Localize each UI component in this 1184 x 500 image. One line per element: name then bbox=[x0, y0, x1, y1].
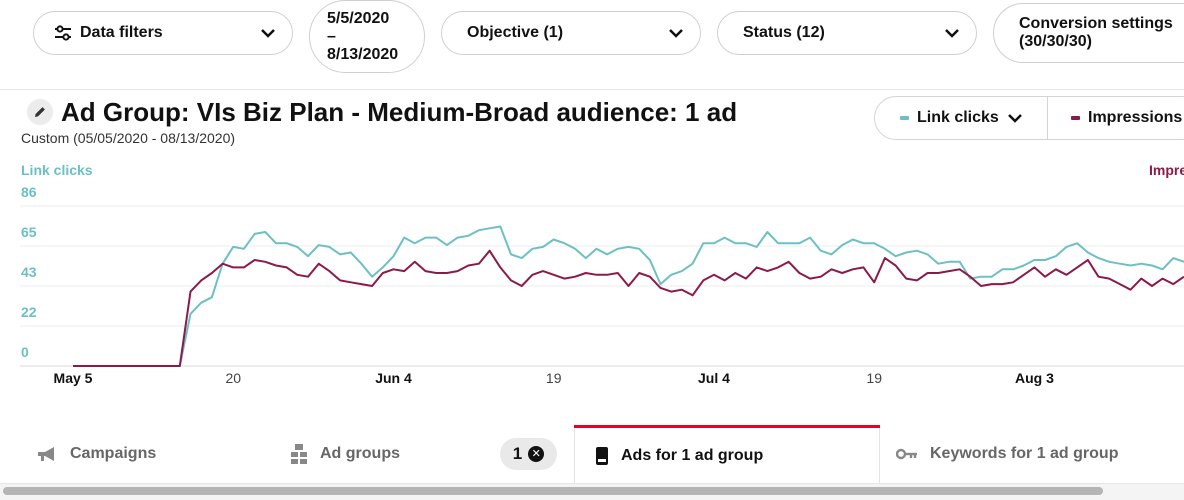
x-tick-label: 19 bbox=[866, 370, 882, 386]
y-axis-left-title: Link clicks bbox=[21, 162, 93, 178]
conversion-settings-button[interactable]: Conversion settings (30/30/30) bbox=[993, 3, 1184, 63]
selected-count: 1 bbox=[512, 444, 523, 463]
tab-ad-groups[interactable]: Ad groups bbox=[290, 425, 400, 483]
x-tick-label: Jun 4 bbox=[375, 370, 412, 386]
conversion-settings-label: Conversion settings bbox=[1019, 15, 1173, 32]
tab-campaigns-label: Campaigns bbox=[70, 445, 157, 462]
y-tick-label: 43 bbox=[21, 264, 37, 280]
sliders-icon bbox=[55, 25, 71, 41]
pin-ad-icon bbox=[596, 446, 608, 465]
chevron-down-icon bbox=[1007, 114, 1022, 123]
status-label: Status (12) bbox=[743, 24, 825, 41]
clear-selection-icon[interactable]: ✕ bbox=[528, 446, 545, 462]
conversion-settings-window: (30/30/30) bbox=[1019, 33, 1092, 50]
selected-count-chip[interactable]: 1 ✕ bbox=[500, 438, 557, 470]
chevron-down-icon bbox=[261, 29, 275, 38]
edit-button[interactable] bbox=[27, 99, 53, 125]
metric-impressions-dropdown[interactable]: Impressions bbox=[1071, 97, 1182, 139]
pencil-icon bbox=[35, 107, 45, 117]
tab-campaigns[interactable]: Campaigns bbox=[36, 425, 156, 483]
x-tick-label: May 5 bbox=[54, 370, 93, 386]
tab-ads-label: Ads for 1 ad group bbox=[621, 446, 764, 464]
data-filters-button[interactable]: Data filters bbox=[33, 11, 293, 55]
y-tick-label: 86 bbox=[21, 184, 37, 200]
tabs-bar: Campaigns Ad groups Ads for 1 ad group K… bbox=[0, 425, 1184, 483]
date-range-subtitle: Custom (05/05/2020 - 08/13/2020) bbox=[21, 130, 236, 146]
series-line-link-clicks bbox=[73, 225, 1184, 367]
y-tick-label: 22 bbox=[21, 304, 37, 320]
ad-groups-icon bbox=[291, 444, 307, 464]
objective-filter[interactable]: Objective (1) bbox=[441, 11, 701, 55]
x-tick-label: Aug 3 bbox=[1015, 370, 1054, 386]
metric-link-clicks-label: Link clicks bbox=[917, 109, 999, 126]
metric-impressions-label: Impressions bbox=[1088, 109, 1183, 126]
x-tick-label: 19 bbox=[546, 370, 562, 386]
megaphone-icon bbox=[38, 447, 54, 461]
impressions-swatch bbox=[1071, 116, 1080, 120]
header-divider bbox=[0, 89, 1184, 90]
tab-ads[interactable]: Ads for 1 ad group bbox=[574, 428, 880, 483]
key-icon bbox=[896, 448, 917, 460]
status-filter[interactable]: Status (12) bbox=[717, 11, 977, 55]
metric-link-clicks-dropdown[interactable]: Link clicks bbox=[900, 97, 1023, 139]
metric-divider bbox=[1047, 97, 1048, 139]
series-line-impressions bbox=[73, 249, 1184, 367]
metric-selector: Link clicks Impressions bbox=[874, 96, 1184, 140]
date-separator: – bbox=[327, 27, 336, 45]
tab-ad-groups-label: Ad groups bbox=[320, 445, 400, 462]
tab-keywords-label: Keywords for 1 ad group bbox=[930, 445, 1119, 462]
x-tick-label: Jul 4 bbox=[698, 370, 730, 386]
chevron-down-icon bbox=[669, 29, 683, 38]
date-range-button[interactable]: 5/5/2020 – 8/13/2020 bbox=[309, 0, 425, 73]
active-tab-indicator bbox=[574, 425, 880, 428]
objective-label: Objective (1) bbox=[467, 24, 564, 41]
performance-chart: 86 65 43 22 0 May 5 20 Jun 4 19 Jul 4 19 Aug 3 bbox=[20, 184, 1184, 386]
page-title: Ad Group: VIs Biz Plan - Medium-Broad au… bbox=[61, 97, 738, 127]
y-tick-label: 0 bbox=[21, 344, 29, 360]
chevron-down-icon bbox=[945, 29, 959, 38]
link-clicks-swatch bbox=[900, 116, 909, 120]
y-tick-label: 65 bbox=[21, 224, 37, 240]
data-filters-label: Data filters bbox=[80, 24, 163, 41]
date-start: 5/5/2020 bbox=[327, 9, 390, 27]
y-axis-right-title: Impre bbox=[1149, 162, 1184, 178]
x-tick-label: 20 bbox=[225, 370, 241, 386]
horizontal-scrollbar-thumb[interactable] bbox=[3, 487, 1103, 495]
date-end: 8/13/2020 bbox=[327, 45, 399, 63]
tab-keywords[interactable]: Keywords for 1 ad group bbox=[896, 425, 1118, 483]
